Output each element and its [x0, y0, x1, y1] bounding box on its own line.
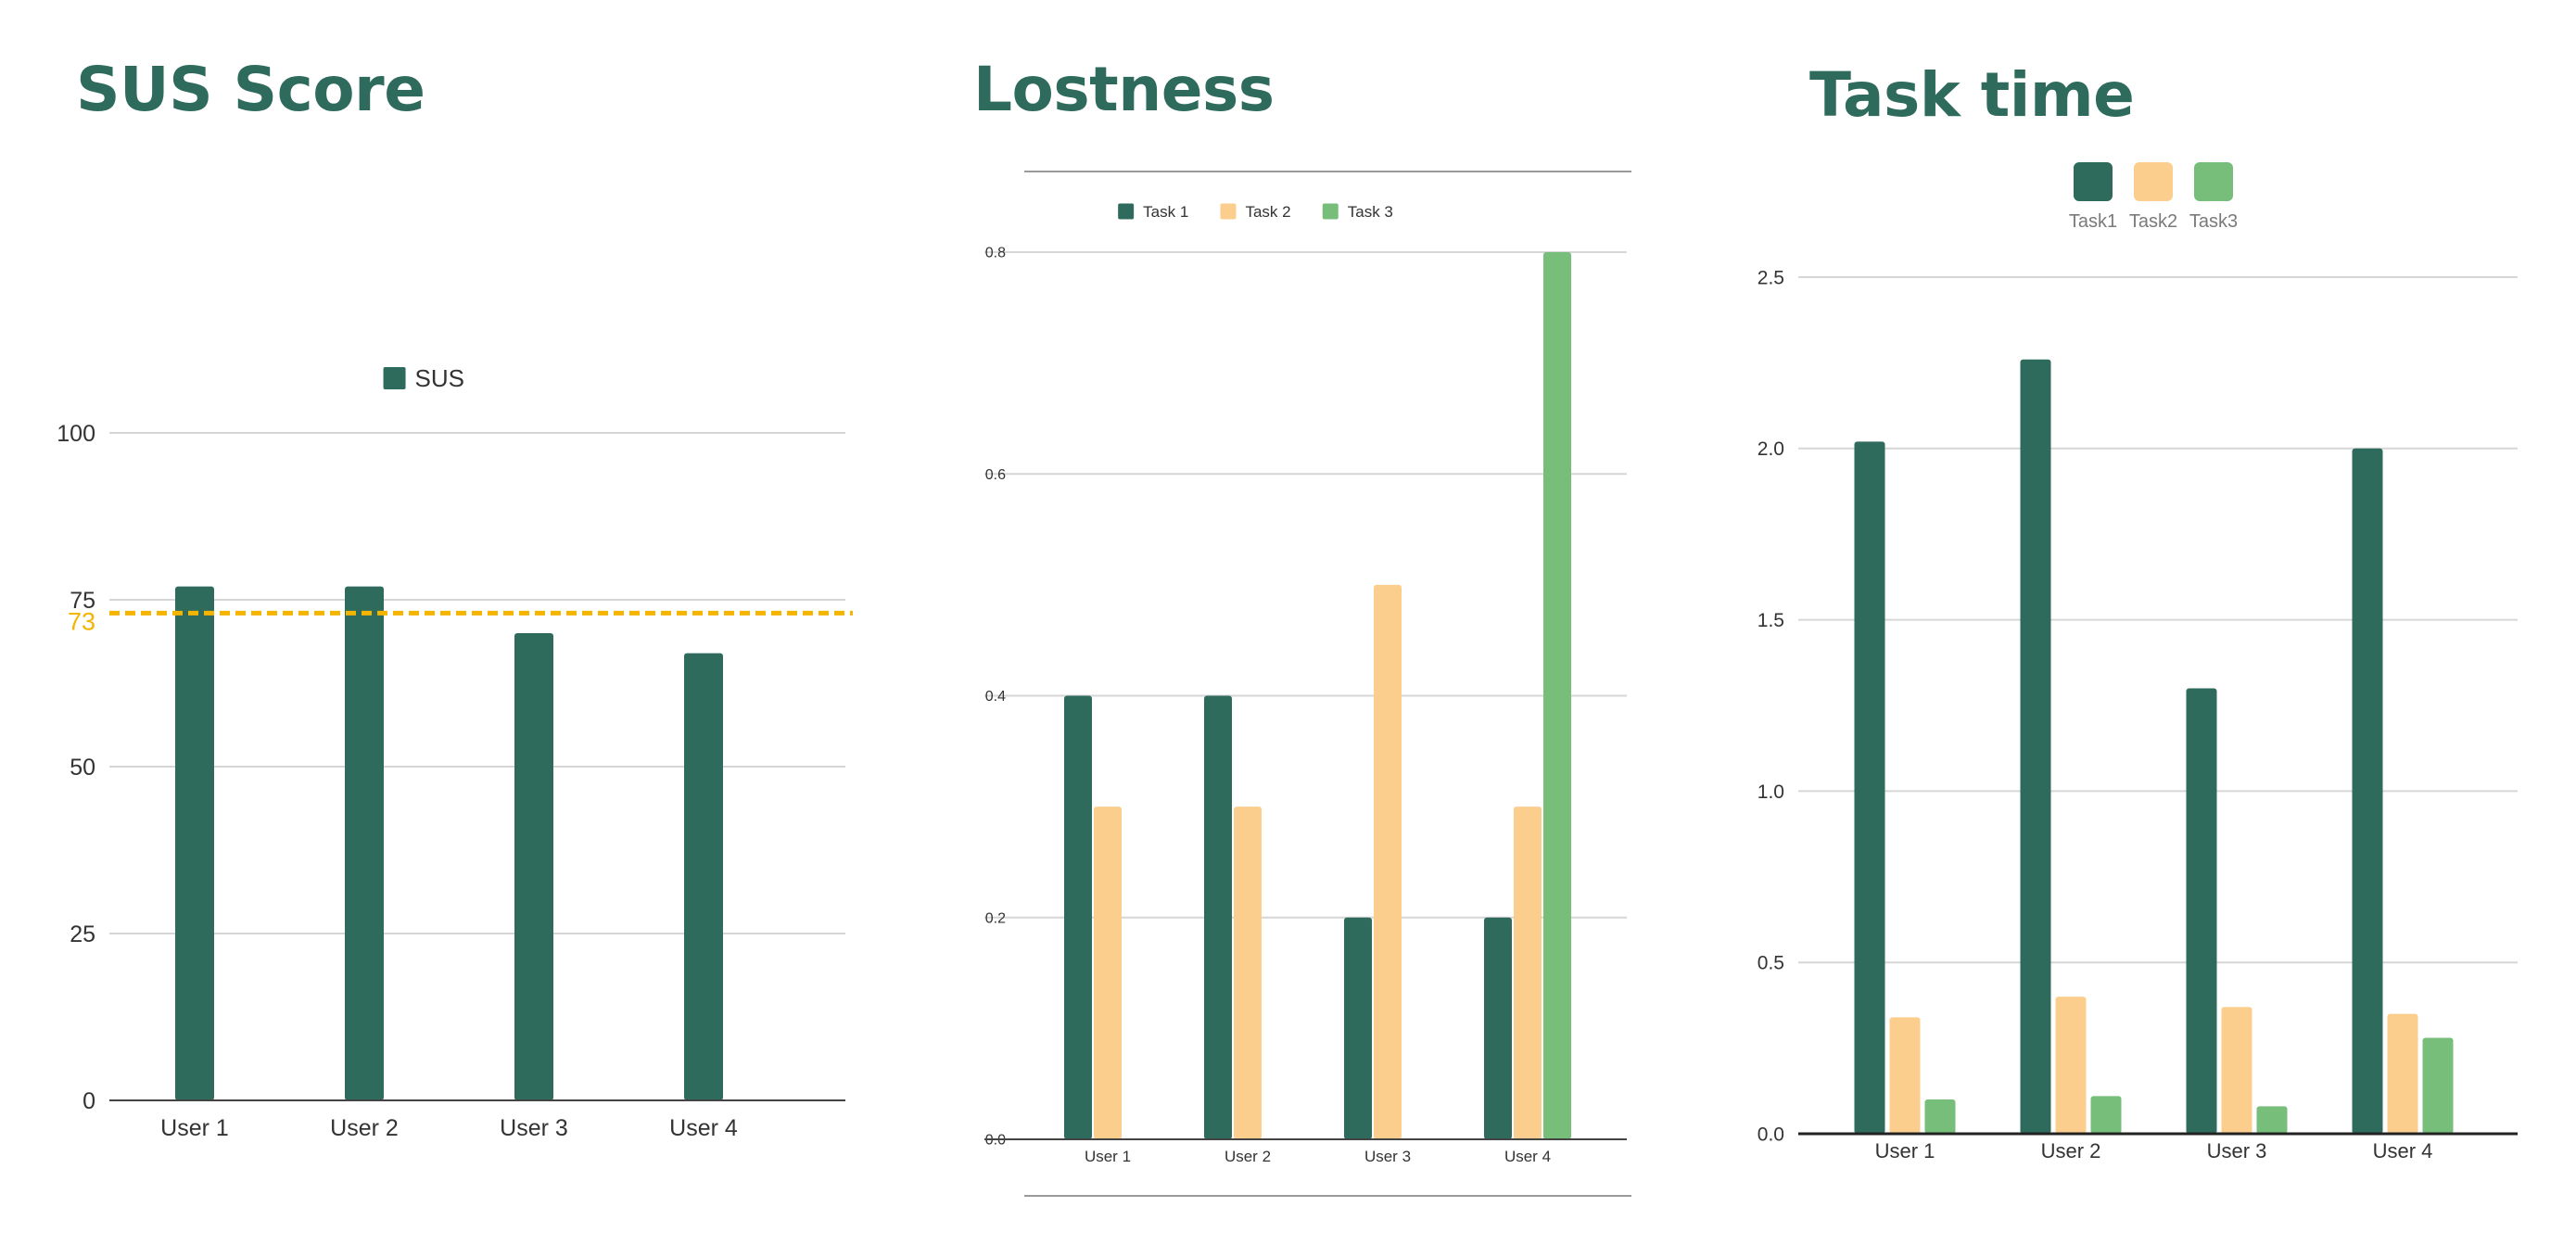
chart-1-bar [1484, 917, 1512, 1139]
chart-1-bar [1543, 252, 1571, 1139]
chart-1-bar [1514, 807, 1542, 1139]
chart-2-y-tick-label: 0.0 [1758, 1124, 1784, 1145]
chart-1-bar [1344, 917, 1372, 1139]
chart-0-y-tick-label: 75 [70, 588, 95, 614]
chart-0-y-tick-label: 0 [82, 1088, 95, 1114]
chart-1-legend-swatch [1220, 203, 1237, 220]
chart-2-legend-swatch [2134, 162, 2173, 201]
chart-0-bar [684, 653, 723, 1100]
chart-2-y-tick-label: 2.0 [1758, 438, 1784, 460]
chart-0-category-label: User 2 [330, 1115, 399, 1141]
chart-1-legend-label: Task 1 [1143, 203, 1188, 221]
chart-2-bar [2090, 1096, 2122, 1134]
chart-1-category-label: User 2 [1225, 1148, 1271, 1165]
chart-2-legend-label: Task2 [2129, 211, 2177, 232]
chart-0-y-tick-label: 50 [70, 755, 95, 781]
chart-1-y-tick-label: 0.8 [985, 246, 1006, 261]
chart-2-bar [2055, 997, 2087, 1134]
chart-1-category-label: User 4 [1504, 1148, 1551, 1165]
chart-2-y-tick-label: 0.5 [1758, 953, 1784, 974]
chart-1-legend-label: Task 3 [1348, 203, 1393, 221]
chart-2-bar [2352, 448, 2383, 1134]
chart-0-y-tick-label: 25 [70, 921, 95, 947]
chart-2-category-label: User 3 [2207, 1139, 2267, 1162]
task-time-chart-title: Task time [1809, 59, 2135, 121]
chart-2-legend-swatch [2074, 162, 2113, 201]
chart-2-legend-label: Task1 [2069, 211, 2117, 232]
chart-1-bar [1094, 807, 1122, 1139]
chart-2-bar [2020, 359, 2051, 1135]
chart-1-y-tick-label: 0.2 [985, 910, 1006, 926]
chart-1-y-tick-label: 0.6 [985, 467, 1006, 483]
chart-2-category-label: User 1 [1875, 1139, 1935, 1162]
chart-2-y-tick-label: 1.5 [1758, 610, 1784, 631]
chart-1-bar [1234, 807, 1262, 1139]
chart-1-y-tick-label: 0.0 [985, 1133, 1006, 1149]
chart-2-legend-swatch [2194, 162, 2233, 201]
chart-0-y-tick-label: 100 [57, 421, 95, 447]
chart-2-category-label: User 2 [2041, 1139, 2101, 1162]
chart-1-bar [1064, 695, 1092, 1139]
chart-1-bar [1204, 695, 1232, 1139]
chart-0-category-label: User 3 [500, 1115, 568, 1141]
chart-0-legend-label: SUS [415, 364, 464, 392]
chart-2-bar [2221, 1007, 2252, 1134]
chart-1-legend-swatch [1322, 203, 1339, 220]
chart-0-bar [345, 586, 384, 1100]
chart-2-category-label: User 4 [2373, 1139, 2433, 1162]
chart-2-bar [2256, 1106, 2288, 1134]
lostness-chart-title: Lostness [973, 54, 1275, 125]
chart-1-legend-swatch [1118, 203, 1135, 220]
chart-0-bar [175, 586, 214, 1100]
chart-2-bar [1924, 1099, 1956, 1134]
chart-1-y-tick-label: 0.4 [985, 689, 1006, 705]
chart-2-legend-label: Task3 [2189, 211, 2238, 232]
chart-1-category-label: User 1 [1085, 1148, 1131, 1165]
chart-2-y-tick-label: 2.5 [1758, 267, 1784, 288]
chart-2-bar [2387, 1013, 2418, 1134]
chart-2-bar [2186, 688, 2217, 1134]
chart-0-bar [514, 633, 553, 1100]
sus-chart-title: SUS Score [76, 54, 425, 125]
chart-1-legend-label: Task 2 [1245, 203, 1290, 221]
chart-2-bar [2422, 1037, 2454, 1134]
chart-0-category-label: User 1 [160, 1115, 229, 1141]
chart-2-y-tick-label: 1.0 [1758, 781, 1784, 803]
chart-0-category-label: User 4 [669, 1115, 738, 1141]
chart-2-bar [1854, 441, 1885, 1135]
chart-1-bar [1374, 584, 1402, 1139]
chart-1-category-label: User 3 [1364, 1148, 1411, 1165]
chart-0-threshold-label: 73 [68, 607, 95, 635]
chart-0-legend-swatch [383, 367, 406, 389]
chart-2-bar [1889, 1017, 1921, 1134]
